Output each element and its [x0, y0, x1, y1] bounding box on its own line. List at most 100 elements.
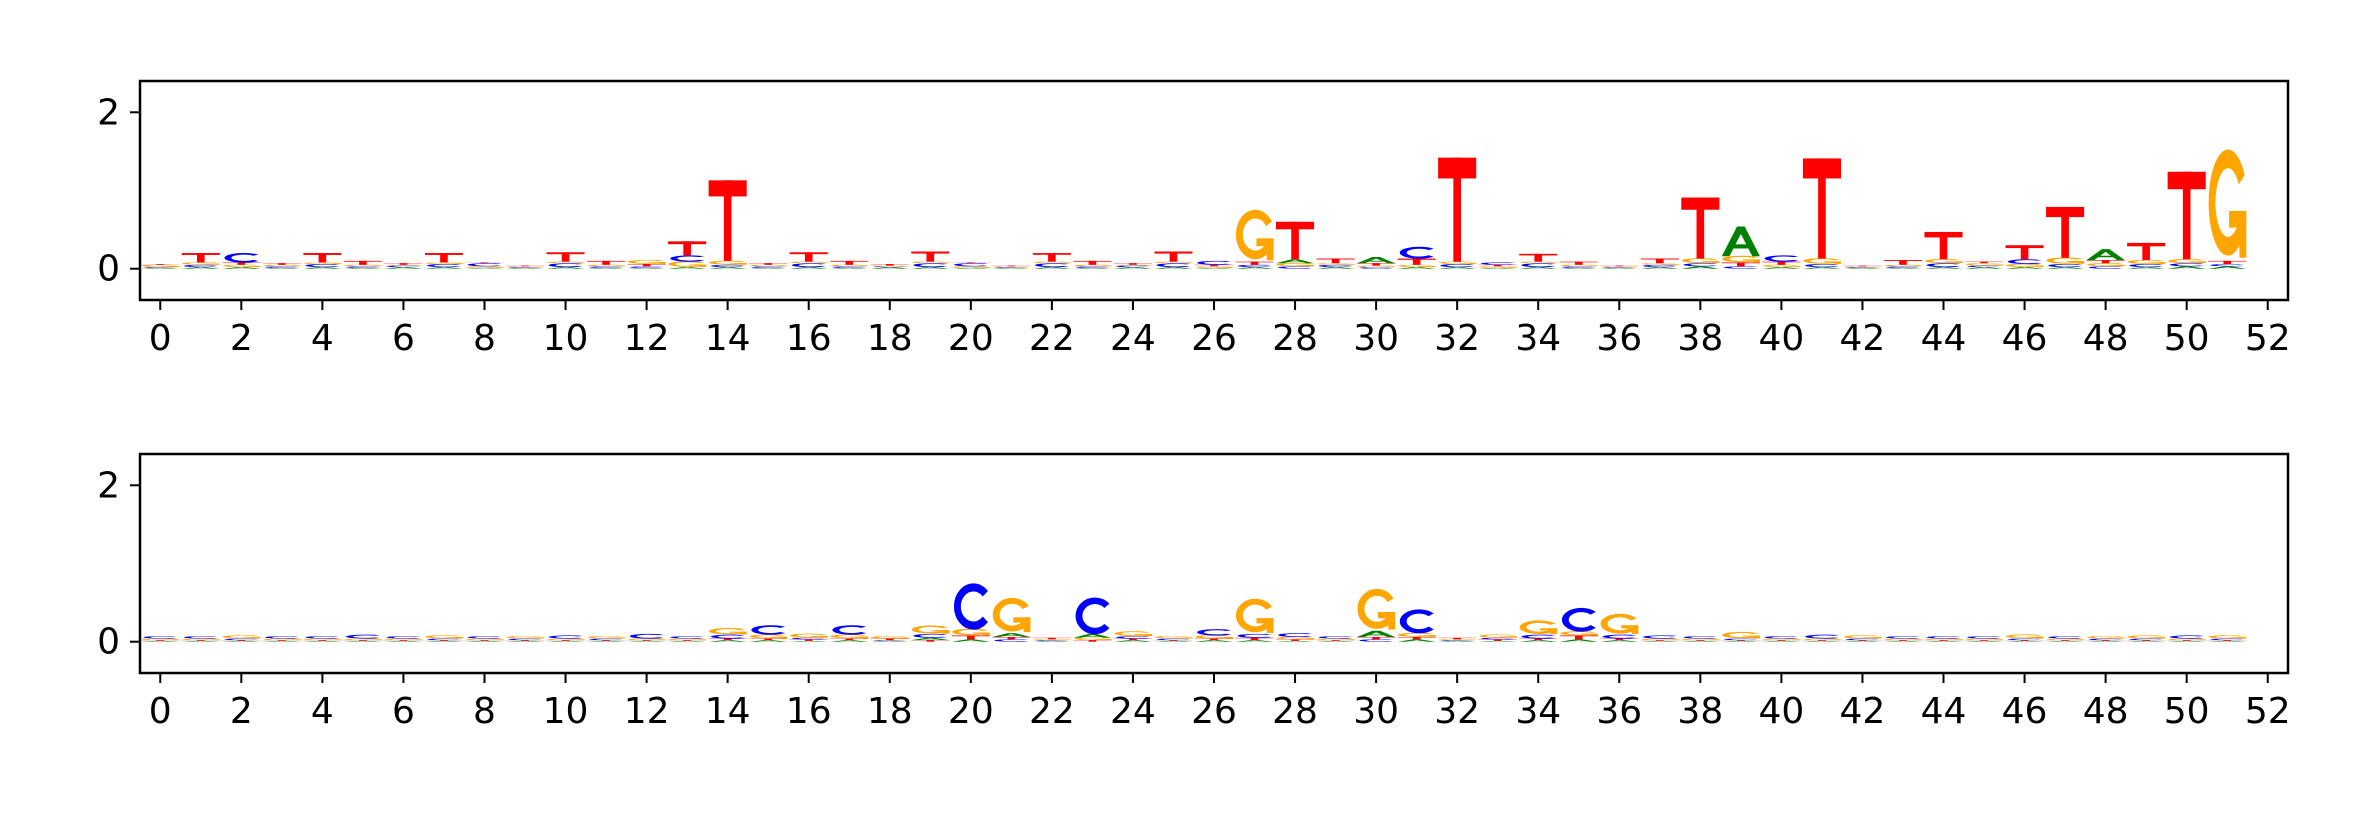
logo-letter-A-pos-36 [1600, 267, 1639, 269]
logo-letter-C-pos-1 [183, 264, 218, 268]
x-tick-label: 0 [149, 691, 172, 732]
x-tick-label: 48 [2083, 691, 2129, 732]
logo-letter-A-pos-11 [587, 640, 626, 642]
logo-letter-T-pos-25 [1154, 640, 1193, 641]
logo-letter-T-pos-22 [1032, 637, 1071, 640]
logo-letter-C-pos-13 [670, 636, 705, 639]
logo-letter-C-pos-39 [1724, 638, 1758, 641]
logo-letter-G-pos-37 [1641, 263, 1679, 265]
logo-letter-C-pos-17 [832, 266, 867, 268]
logo-letter-A-pos-38 [1681, 266, 1720, 269]
logo-letter-A-pos-26 [1194, 267, 1234, 269]
logo-letter-A-pos-48 [2086, 640, 2125, 642]
logo-letter-T-pos-0 [141, 264, 180, 265]
logo-letter-G-pos-11 [587, 636, 626, 639]
logo-letter-C-pos-28 [1278, 633, 1313, 638]
logo-letter-G-pos-51 [2208, 635, 2247, 639]
logo-letter-A-pos-1 [181, 267, 220, 269]
logo-letter-G-pos-29 [1317, 638, 1355, 641]
logo-letter-G-pos-17 [830, 264, 869, 267]
logo-letter-A-pos-50 [2167, 640, 2206, 642]
x-tick-label: 52 [2245, 691, 2291, 732]
logo-letter-A-pos-34 [1519, 267, 1558, 269]
logo-letter-G-pos-2 [222, 264, 261, 268]
logo-letter-G-pos-49 [2127, 635, 2166, 639]
logo-letter-T-pos-36 [1600, 265, 1639, 267]
logo-letter-C-pos-44 [1926, 263, 1961, 268]
logo-letter-A-pos-4 [303, 267, 342, 269]
logo-letter-T-pos-7 [424, 253, 464, 263]
logo-panel-bottom: 0 2 4 6 8 10 12 14 16 18 20 22 24 26 28 30 32 34 36 38 40 42 4… [97, 452, 2291, 732]
logo-letter-A-pos-43 [1883, 640, 1923, 642]
logo-letter-T-pos-8 [465, 262, 504, 264]
logo-letter-G-pos-41 [1803, 638, 1841, 641]
logo-letter-T-pos-48 [2086, 260, 2125, 264]
logo-letter-T-pos-12 [627, 640, 666, 641]
logo-letter-A-pos-20 [951, 267, 990, 269]
logo-letter-G-pos-0 [141, 264, 180, 268]
logo-letter-C-pos-16 [792, 637, 826, 640]
logo-letter-G-pos-8 [465, 638, 504, 641]
logo-letter-T-pos-1 [181, 640, 220, 641]
logo-letter-C-pos-20 [954, 583, 988, 630]
logo-letter-A-pos-19 [911, 267, 950, 269]
logo-letter-C-pos-16 [791, 263, 826, 268]
logo-letter-T-pos-6 [384, 640, 423, 641]
logo-letter-A-pos-25 [1154, 267, 1193, 269]
logo-letter-T-pos-24 [1113, 263, 1152, 265]
logo-letter-T-pos-2 [222, 262, 261, 265]
logo-letter-T-pos-39 [1721, 262, 1760, 267]
logo-letter-A-pos-41 [1802, 267, 1841, 269]
logo-letter-G-pos-48 [2087, 263, 2125, 267]
logo-letter-A-pos-35 [1559, 639, 1598, 642]
logo-letter-T-pos-45 [1964, 261, 2004, 264]
logo-letter-A-pos-2 [222, 640, 261, 642]
logo-letter-A-pos-33 [1478, 640, 1517, 642]
logo-letter-C-pos-22 [1035, 263, 1069, 268]
x-tick-label: 46 [2002, 318, 2048, 359]
logo-letter-T-pos-24 [1113, 638, 1152, 641]
logo-letter-A-pos-46 [2005, 267, 2044, 269]
logo-letter-G-pos-32 [1438, 639, 1477, 641]
logo-letter-A-pos-23 [1073, 267, 1112, 269]
logo-letter-T-pos-17 [830, 260, 869, 265]
logo-letter-A-pos-10 [546, 640, 585, 642]
logo-letter-G-pos-41 [1803, 258, 1841, 264]
logo-letter-T-pos-28 [1276, 639, 1315, 641]
logo-letter-T-pos-33 [1478, 639, 1517, 641]
x-tick-label: 36 [1596, 691, 1642, 732]
logo-letter-T-pos-21 [992, 637, 1031, 640]
logo-letter-C-pos-32 [1440, 263, 1475, 268]
logo-letter-G-pos-31 [1398, 632, 1436, 637]
logo-letter-C-pos-49 [2129, 638, 2164, 641]
logo-letter-A-pos-17 [830, 640, 869, 642]
logo-letter-T-pos-49 [2127, 242, 2166, 261]
logo-letter-T-pos-7 [424, 640, 464, 641]
logo-letter-A-pos-8 [465, 267, 504, 269]
logo-letter-T-pos-27 [1235, 261, 1274, 265]
logo-letter-T-pos-10 [546, 640, 585, 641]
logo-letter-C-pos-46 [2007, 259, 2042, 265]
logo-letter-G-pos-48 [2087, 636, 2125, 639]
logo-letter-C-pos-33 [1481, 637, 1515, 640]
logo-letter-T-pos-16 [789, 252, 828, 262]
logo-letter-C-pos-45 [1967, 265, 2002, 268]
logo-letter-C-pos-26 [1197, 260, 1232, 265]
logo-letter-C-pos-2 [224, 638, 259, 641]
logo-letter-G-pos-32 [1438, 261, 1477, 264]
logo-letter-A-pos-9 [505, 640, 545, 642]
logo-letter-A-pos-23 [1073, 633, 1112, 638]
logo-letter-T-pos-18 [870, 638, 909, 641]
logo-letter-A-pos-40 [1762, 267, 1801, 269]
logo-letter-C-pos-49 [2129, 263, 2164, 268]
logo-letter-T-pos-13 [668, 640, 707, 641]
logo-letter-C-pos-43 [1886, 636, 1921, 639]
x-tick-label: 26 [1191, 691, 1237, 732]
logo-letter-C-pos-47 [2048, 263, 2083, 268]
logo-letter-A-pos-33 [1478, 267, 1517, 269]
logo-letter-G-pos-7 [425, 262, 464, 264]
logo-letter-T-pos-17 [830, 638, 869, 641]
logo-letter-A-pos-51 [2208, 266, 2247, 269]
logo-letter-G-pos-26 [1195, 266, 1234, 268]
logo-letter-C-pos-43 [1886, 266, 1921, 268]
